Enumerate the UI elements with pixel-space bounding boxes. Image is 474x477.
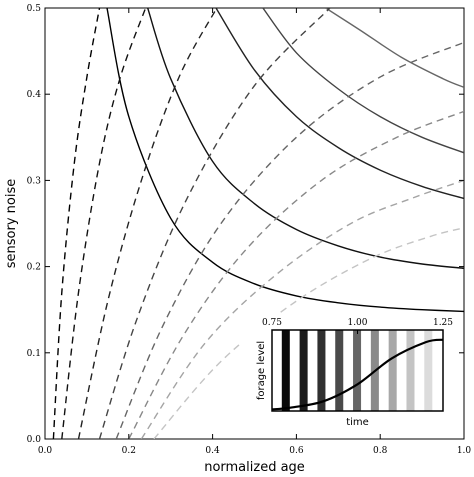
dashed-curve-6 <box>61 8 147 439</box>
x-axis-label: normalized age <box>204 460 305 475</box>
inset-stripe <box>353 330 362 411</box>
inset-stripe <box>317 330 326 411</box>
solid-curve-0 <box>106 8 464 313</box>
inset-stripe <box>281 330 290 411</box>
main-plot-frame <box>44 7 465 440</box>
inset-stripe <box>335 330 344 411</box>
inset-forage-curve <box>271 338 444 411</box>
dashed-curve-7 <box>77 8 218 439</box>
inset-x-tick-label: 0.75 <box>262 318 282 328</box>
y-tick-label: 0.1 <box>27 349 41 359</box>
inset-stripes <box>281 330 433 411</box>
dashed-curve-9 <box>115 41 464 439</box>
inset-stripe <box>406 330 415 411</box>
solid-curve-4 <box>325 8 464 88</box>
main-curves <box>52 8 464 439</box>
x-tick-label: 0.8 <box>373 446 388 456</box>
y-tick-label: 0.3 <box>27 176 42 186</box>
inset-x-axis: 0.75 1.00 1.25 <box>262 318 453 334</box>
inset-stripe <box>388 330 397 411</box>
x-tick-label: 0.6 <box>289 446 304 456</box>
dashed-curve-8 <box>98 8 331 439</box>
solid-curve-3 <box>262 8 464 154</box>
main-chart: 0.0 0.2 0.4 0.6 0.8 1.0 0.0 0.1 0.2 0.3 0.4 0.5 no… <box>4 4 471 475</box>
inset-x-axis-label: time <box>346 417 369 428</box>
inset-x-tick-label: 1.25 <box>433 318 453 328</box>
x-tick-label: 0.4 <box>205 446 220 456</box>
inset-stripe <box>424 330 433 411</box>
dashed-curve-10 <box>128 110 464 439</box>
x-tick-label: 1.0 <box>457 446 472 456</box>
solid-curve-2 <box>215 8 464 200</box>
solid-curve-1 <box>147 8 464 269</box>
y-axis-label: sensory noise <box>4 179 19 268</box>
y-tick-label: 0.4 <box>27 90 42 100</box>
dashed-curve-12 <box>153 227 464 439</box>
inset-y-axis-label: forage level <box>256 341 267 400</box>
dashed-curve-11 <box>140 179 464 439</box>
x-tick-label: 0.0 <box>38 446 53 456</box>
inset-chart: 0.75 1.00 1.25 time forage level <box>242 314 453 429</box>
dashed-curve-5 <box>52 8 101 439</box>
y-tick-label: 0.2 <box>27 263 41 273</box>
inset-x-tick-label: 1.00 <box>347 318 367 328</box>
main-y-axis: 0.0 0.1 0.2 0.3 0.4 0.5 <box>27 4 464 445</box>
x-tick-label: 0.2 <box>122 446 136 456</box>
main-x-axis: 0.0 0.2 0.4 0.6 0.8 1.0 <box>38 8 472 456</box>
inset-stripe <box>299 330 308 411</box>
y-tick-label: 0.0 <box>27 435 42 445</box>
y-tick-label: 0.5 <box>27 4 42 14</box>
